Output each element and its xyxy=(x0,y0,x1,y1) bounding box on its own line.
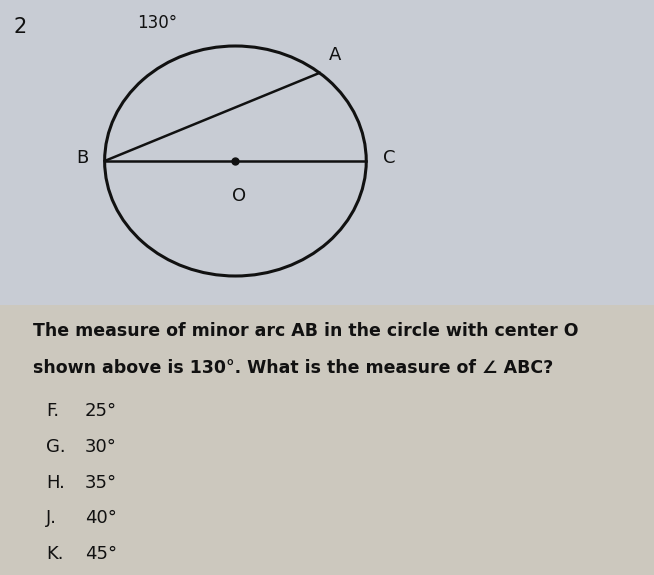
Text: 40°: 40° xyxy=(85,509,117,527)
Text: A: A xyxy=(330,46,341,64)
Text: 130°: 130° xyxy=(137,14,177,32)
Text: H.: H. xyxy=(46,474,65,492)
Bar xyxy=(0,305,654,575)
Text: shown above is 130°. What is the measure of ∠ ABC?: shown above is 130°. What is the measure… xyxy=(33,359,553,377)
Text: B: B xyxy=(76,149,88,167)
Text: The measure of minor arc AB in the circle with center O: The measure of minor arc AB in the circl… xyxy=(33,322,578,340)
Text: J.: J. xyxy=(46,509,57,527)
Text: C: C xyxy=(383,149,395,167)
Text: 2: 2 xyxy=(13,17,26,37)
Text: K.: K. xyxy=(46,545,63,563)
Text: 25°: 25° xyxy=(85,402,117,420)
Text: O: O xyxy=(232,187,246,205)
Text: 35°: 35° xyxy=(85,474,117,492)
Text: 30°: 30° xyxy=(85,438,117,456)
Text: F.: F. xyxy=(46,402,59,420)
Text: 45°: 45° xyxy=(85,545,117,563)
Text: G.: G. xyxy=(46,438,65,456)
